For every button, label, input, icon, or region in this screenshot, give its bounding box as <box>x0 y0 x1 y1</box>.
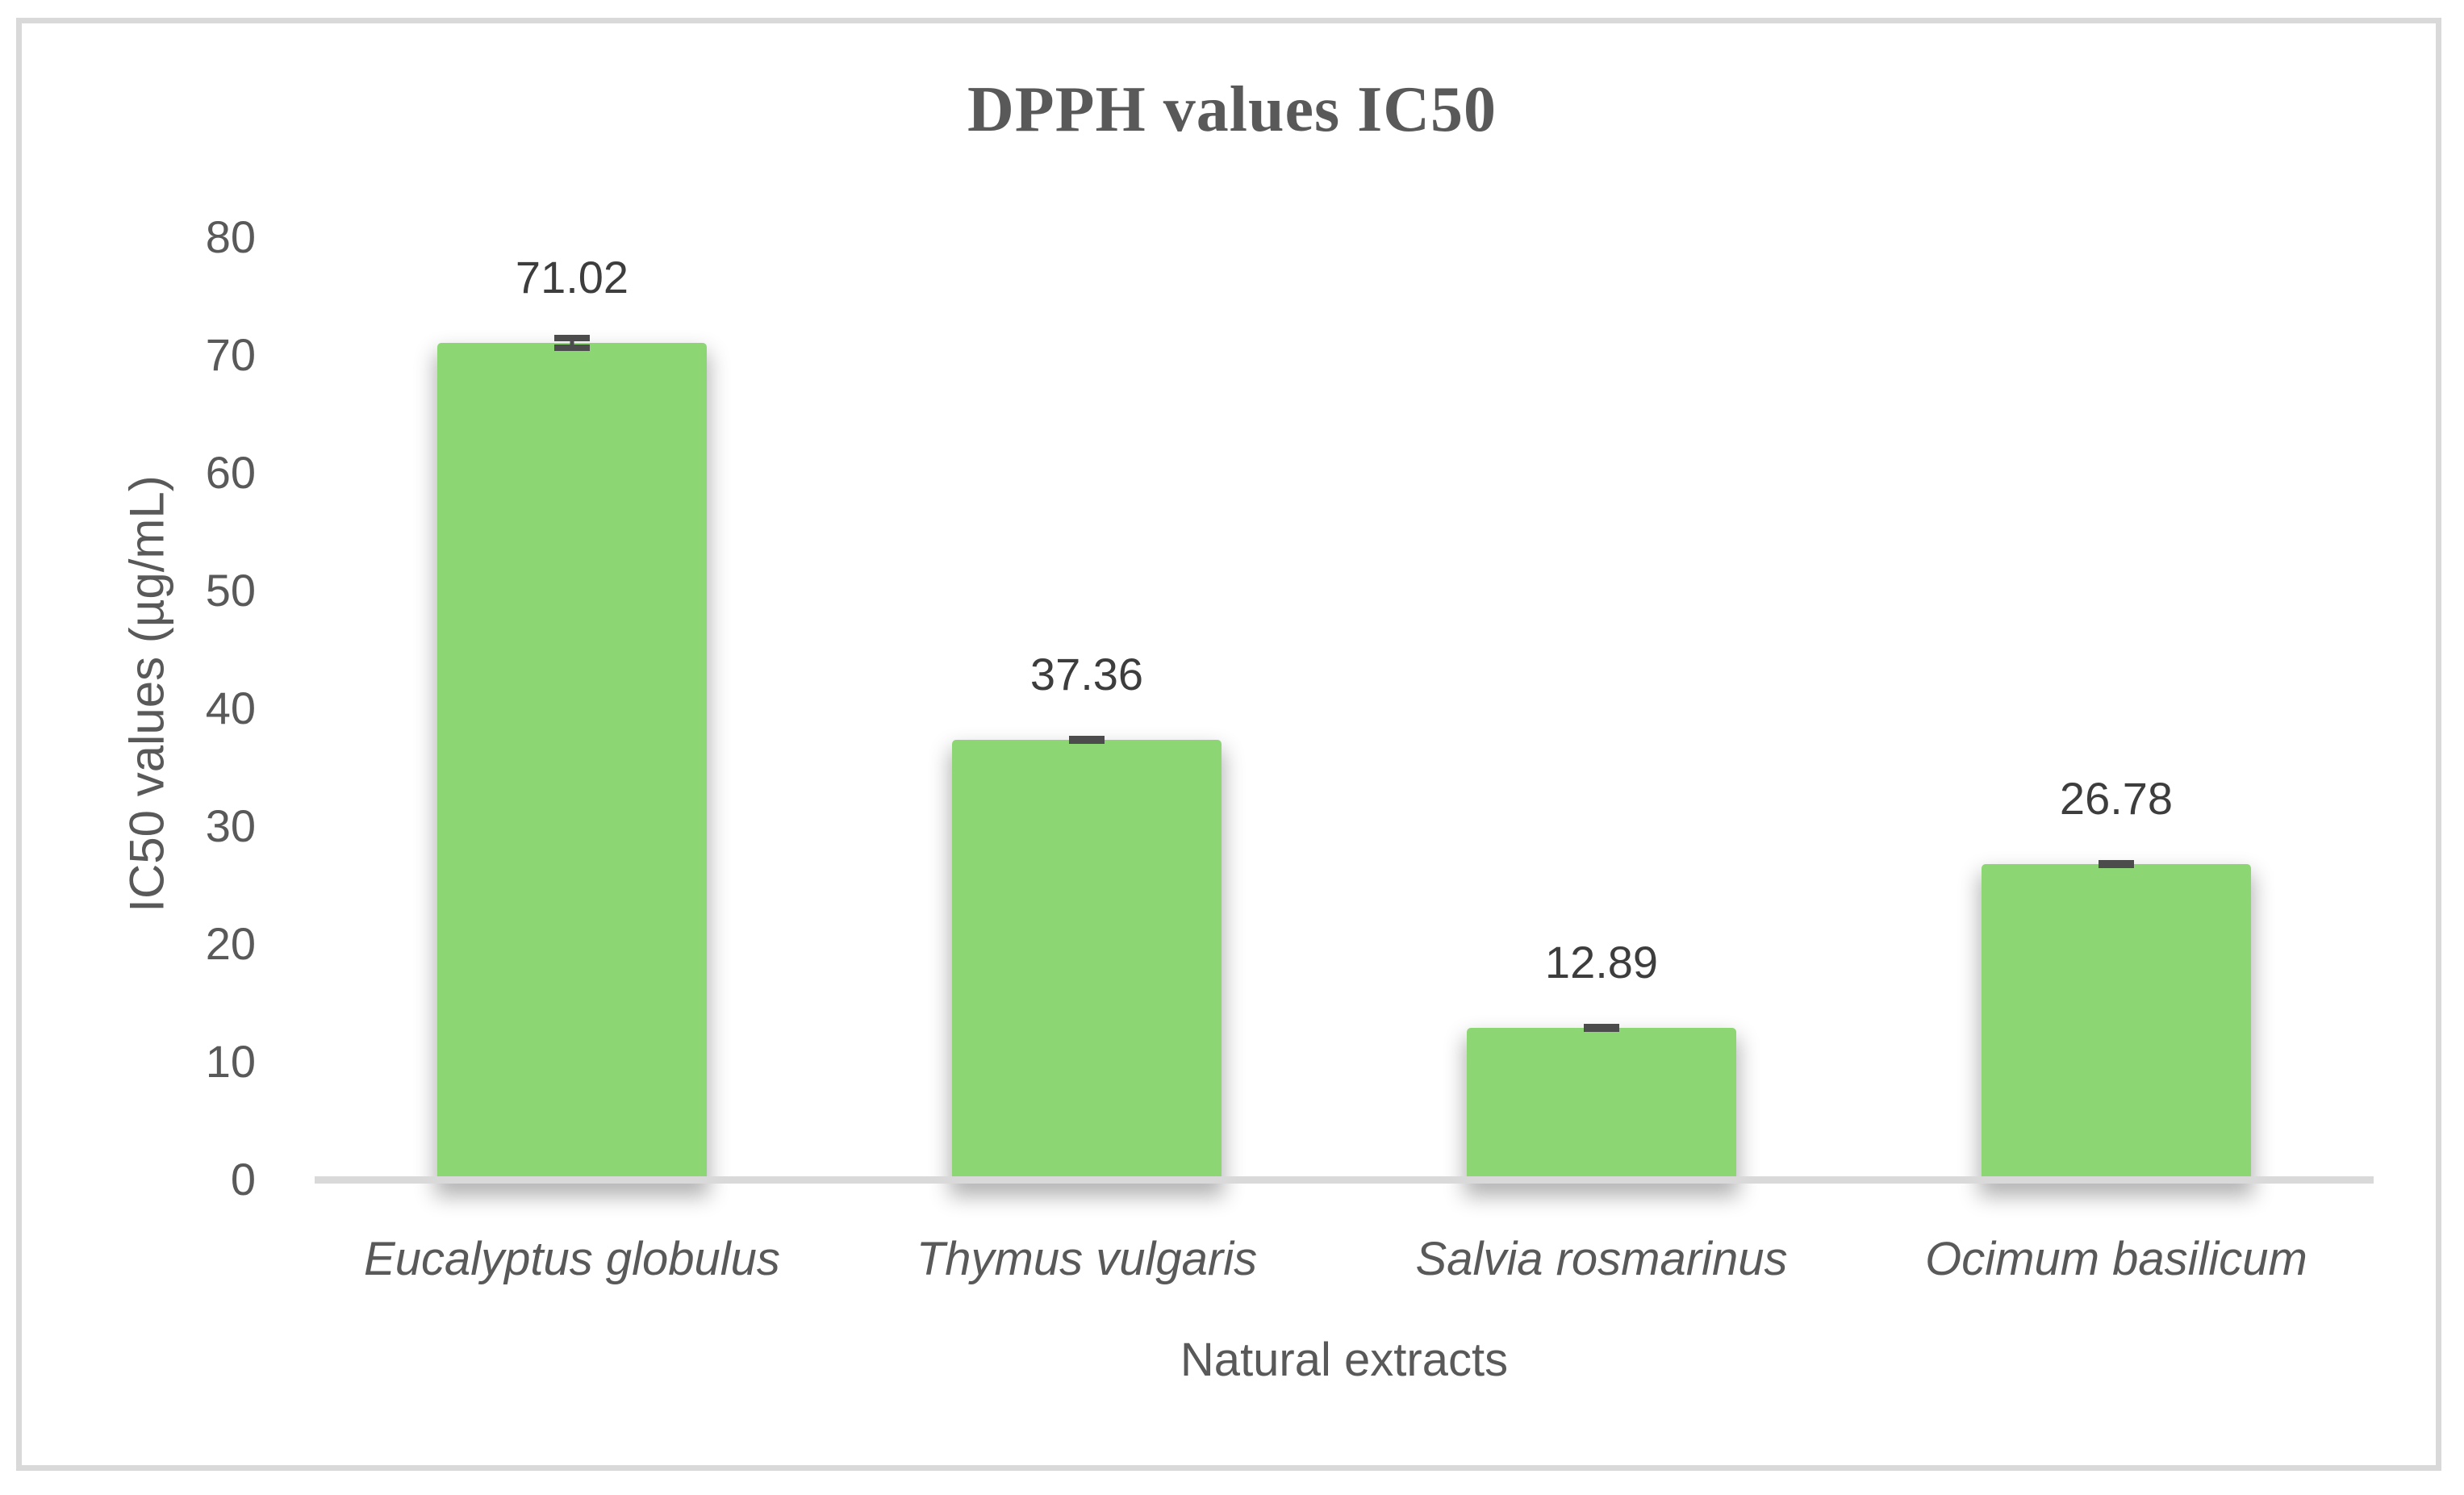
error-bar <box>1584 1023 1619 1032</box>
chart-title: DPPH values IC50 <box>967 74 1497 145</box>
bar <box>1467 1027 1736 1183</box>
error-bar-cap-top <box>554 334 590 341</box>
y-tick-label: 10 <box>205 1036 256 1087</box>
error-bar-cap-bottom <box>1069 737 1105 744</box>
category-label: Thymus vulgaris <box>916 1233 1258 1285</box>
bar-value-label: 26.78 <box>2059 773 2174 824</box>
bar-value-label: 37.36 <box>1029 648 1144 699</box>
error-bar-cap-bottom <box>1584 1025 1619 1032</box>
x-axis-title: Natural extracts <box>1180 1334 1509 1386</box>
error-bar-cap-bottom <box>2099 862 2134 868</box>
category-label: Eucalyptus globulus <box>364 1233 780 1285</box>
bar <box>437 343 707 1183</box>
bar-value-label: 12.89 <box>1544 936 1659 988</box>
error-bar <box>554 334 590 352</box>
error-bar <box>1069 735 1105 744</box>
y-tick-label: 20 <box>205 918 256 969</box>
error-bar-cap-bottom <box>554 345 590 352</box>
x-axis-line <box>315 1176 2374 1184</box>
category-label: Salvia rosmarinus <box>1415 1233 1788 1285</box>
y-tick-label: 50 <box>205 565 256 616</box>
y-tick-label: 60 <box>205 447 256 498</box>
y-tick-label: 70 <box>205 329 256 380</box>
y-tick-label: 0 <box>230 1154 256 1205</box>
y-tick-label: 80 <box>205 211 256 262</box>
bar <box>1982 864 2251 1183</box>
error-bar-stem <box>570 334 574 352</box>
y-tick-label: 30 <box>205 800 256 851</box>
category-label: Ocimum basilicum <box>1925 1233 2307 1285</box>
bar <box>952 739 1222 1183</box>
bar-value-label: 71.02 <box>515 252 629 303</box>
error-bar <box>2099 860 2134 868</box>
y-tick-label: 40 <box>205 683 256 733</box>
